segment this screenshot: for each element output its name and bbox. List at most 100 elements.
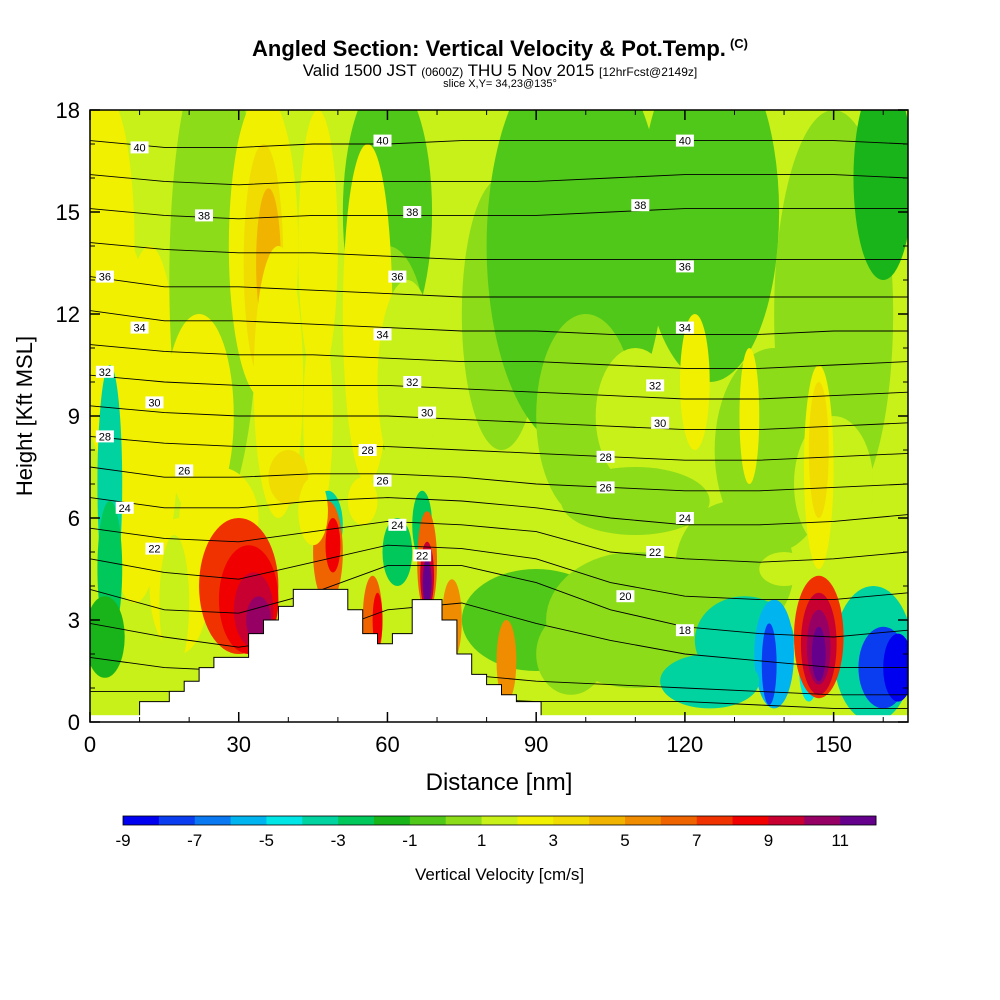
colorbar-swatch xyxy=(517,816,554,825)
chart-subtitle: Valid 1500 JST (0600Z) THU 5 Nov 2015 [1… xyxy=(0,61,1000,81)
colorbar-swatch xyxy=(230,816,267,825)
contour-label-box xyxy=(373,328,392,341)
contour-label-box xyxy=(373,134,392,147)
contour-label-box xyxy=(646,546,665,558)
contour-label: 26 xyxy=(178,465,190,477)
x-tick-label: 60 xyxy=(375,732,399,757)
colorbar-swatch xyxy=(660,816,698,825)
colorbar-swatch xyxy=(768,816,805,825)
contour-label: 28 xyxy=(599,452,611,464)
contour-line xyxy=(90,435,908,461)
contour-label: 34 xyxy=(133,323,145,335)
colorbar-swatch xyxy=(445,816,483,825)
velocity-cell xyxy=(660,654,760,709)
contour-line xyxy=(90,466,908,492)
colorbar-swatch xyxy=(158,816,196,825)
contour-label-box xyxy=(95,430,114,443)
contour-line xyxy=(90,497,908,526)
contour-label: 30 xyxy=(148,397,160,409)
colorbar-tick-label: 7 xyxy=(692,831,701,850)
y-tick-label: 15 xyxy=(56,200,80,225)
contour-label-box xyxy=(388,270,407,283)
contour-label: 22 xyxy=(416,550,428,562)
colorbar-swatch xyxy=(553,816,590,825)
y-tick-label: 18 xyxy=(56,98,80,123)
velocity-cell xyxy=(382,518,413,586)
velocity-cell xyxy=(325,518,341,573)
colorbar-swatch xyxy=(194,816,232,825)
contour-line xyxy=(90,140,908,148)
contour-label: 34 xyxy=(679,323,691,335)
velocity-cell xyxy=(496,620,517,702)
contour-label-box xyxy=(115,501,134,514)
ground-strip xyxy=(90,715,908,722)
velocity-cell xyxy=(853,110,908,280)
x-tick-label: 150 xyxy=(815,732,852,757)
contour-label: 26 xyxy=(599,482,611,494)
contour-label: 24 xyxy=(391,520,403,532)
contour-label: 32 xyxy=(99,367,111,379)
contour-label-box xyxy=(646,379,665,392)
chart-title-text: Angled Section: Vertical Velocity & Pot.… xyxy=(252,36,726,61)
contour-line xyxy=(90,242,908,261)
contour-label: 40 xyxy=(133,142,145,154)
contour-label: 38 xyxy=(634,200,646,212)
colorbar-swatch xyxy=(302,816,339,825)
x-tick-label: 30 xyxy=(226,732,250,757)
velocity-cell xyxy=(739,348,760,484)
colorbar-swatch xyxy=(481,816,518,825)
colorbar-swatch xyxy=(409,816,447,825)
contour-line xyxy=(90,602,908,669)
contour-line xyxy=(90,310,908,335)
contour-label-box xyxy=(596,450,615,463)
valid-date: THU 5 Nov 2015 xyxy=(467,61,595,80)
colorbar-label: Vertical Velocity [cm/s] xyxy=(415,865,584,884)
contour-label: 30 xyxy=(421,408,433,420)
colorbar-swatch xyxy=(840,816,877,825)
contour-label-box xyxy=(418,406,437,419)
velocity-cell xyxy=(422,558,432,607)
contour-label-box xyxy=(675,321,694,334)
contour-line xyxy=(90,520,908,563)
contour-label: 28 xyxy=(99,431,111,443)
velocity-cell xyxy=(640,110,780,382)
contour-label: 38 xyxy=(198,210,210,222)
contour-label-box xyxy=(403,206,422,218)
velocity-cell xyxy=(90,596,125,678)
contour-label: 32 xyxy=(649,380,661,392)
contour-label: 36 xyxy=(99,272,111,284)
contour-label: 38 xyxy=(406,207,418,219)
velocity-cell xyxy=(536,613,606,695)
colorbar-swatch xyxy=(625,816,662,825)
colorbar-tick-label: -5 xyxy=(259,831,274,850)
contour-lines xyxy=(90,140,908,709)
contour-label-box xyxy=(596,481,615,494)
contour-label: 26 xyxy=(376,476,388,488)
contour-label-box xyxy=(95,365,114,378)
colorbar-tick-label: -7 xyxy=(187,831,202,850)
contour-label: 28 xyxy=(361,445,373,457)
colorbar-swatch xyxy=(338,816,375,825)
colorbar-tick-label: 3 xyxy=(549,831,558,850)
y-tick-label: 9 xyxy=(68,404,80,429)
contour-line xyxy=(90,344,908,369)
contour-label-box xyxy=(403,376,422,388)
colorbar-tick-label: 9 xyxy=(764,831,773,850)
contour-label-box xyxy=(358,444,377,456)
zulu-time: (0600Z) xyxy=(421,65,464,79)
contour-label-box xyxy=(616,590,635,603)
contour-label-box xyxy=(373,474,392,487)
contour-label-box xyxy=(145,396,164,409)
y-axis-label: Height [Kft MSL] xyxy=(12,336,37,496)
plot-area: 40 40 40 38 38 38 36 36 36 34 34 34 32 32 32 30 30 30 28 28… xyxy=(90,110,908,723)
y-tick-label: 12 xyxy=(56,302,80,327)
colorbar-swatch xyxy=(123,816,160,825)
x-tick-label: 120 xyxy=(667,732,704,757)
contour-label: 24 xyxy=(119,503,131,515)
y-tick-label: 3 xyxy=(68,608,80,633)
velocity-cell xyxy=(759,552,809,586)
colorbar-tick-label: -1 xyxy=(402,831,417,850)
velocity-cell xyxy=(109,433,160,603)
contour-line xyxy=(90,174,908,186)
